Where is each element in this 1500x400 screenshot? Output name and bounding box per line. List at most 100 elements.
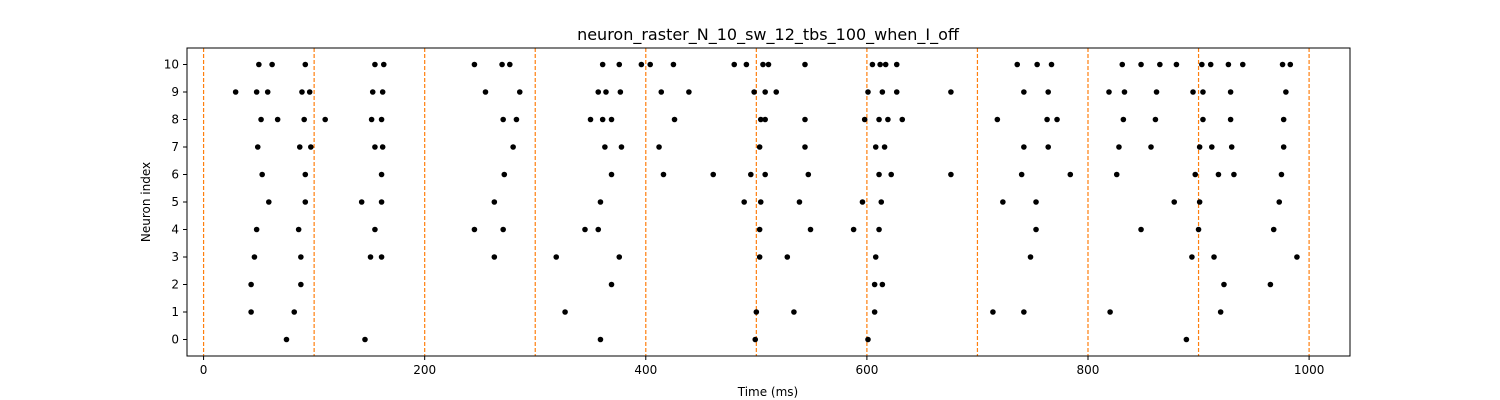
spike-point xyxy=(482,89,489,95)
spike-point xyxy=(773,89,780,95)
spike-point xyxy=(710,171,717,178)
x-tick-label: 200 xyxy=(413,363,436,377)
spike-point xyxy=(882,61,889,68)
spike-point xyxy=(1280,116,1287,123)
x-axis-label: Time (ms) xyxy=(737,385,799,399)
spike-point xyxy=(1270,226,1277,233)
spike-point xyxy=(1157,61,1163,68)
y-tick-label: 4 xyxy=(171,223,179,237)
spike-point xyxy=(893,89,900,95)
spike-point xyxy=(756,226,763,233)
spike-point xyxy=(1217,309,1224,315)
spike-point xyxy=(232,89,239,95)
spike-point xyxy=(471,61,478,68)
spike-point xyxy=(1190,89,1196,95)
spike-point xyxy=(1138,226,1144,233)
y-tick-label: 0 xyxy=(171,333,179,347)
spike-point xyxy=(1113,171,1120,178)
spike-point xyxy=(948,171,954,178)
spike-point xyxy=(500,116,506,123)
x-tick-label: 400 xyxy=(634,363,657,377)
spike-point xyxy=(850,226,857,233)
spike-point xyxy=(869,61,876,68)
y-tick-label: 10 xyxy=(164,58,179,72)
spike-point xyxy=(298,281,304,288)
spike-point xyxy=(491,254,498,260)
spike-point xyxy=(762,171,768,178)
spike-point xyxy=(1119,61,1126,68)
spike-point xyxy=(791,309,797,315)
spike-point xyxy=(372,226,378,233)
x-tick-label: 600 xyxy=(855,363,878,377)
spike-point xyxy=(507,61,513,68)
x-tick-label: 0 xyxy=(200,363,208,377)
spike-point xyxy=(1283,89,1289,95)
spike-point xyxy=(885,116,891,123)
spike-point xyxy=(743,61,750,68)
spike-point xyxy=(757,116,764,123)
spike-point xyxy=(1120,116,1127,123)
spike-point xyxy=(500,226,506,233)
y-axis-label: Neuron index xyxy=(139,162,153,242)
spike-point xyxy=(1045,89,1051,95)
spike-point xyxy=(618,144,625,150)
spike-point xyxy=(258,116,264,123)
spike-point xyxy=(731,61,738,68)
spike-point xyxy=(491,199,498,205)
spike-point xyxy=(597,199,604,205)
spike-point xyxy=(1215,171,1222,178)
spike-point xyxy=(264,89,271,95)
spike-point xyxy=(899,116,906,123)
spike-point xyxy=(1207,61,1214,68)
spike-point xyxy=(308,144,314,150)
spike-point xyxy=(760,61,766,68)
spike-point xyxy=(1199,61,1205,68)
spike-point xyxy=(876,226,882,233)
spike-point xyxy=(1021,144,1027,150)
x-tick-label: 1000 xyxy=(1294,363,1325,377)
spike-point xyxy=(1014,61,1021,68)
spike-point xyxy=(1152,116,1159,123)
spike-point xyxy=(647,61,654,68)
spike-point xyxy=(378,254,385,260)
spike-point xyxy=(670,61,677,68)
y-tick-label: 1 xyxy=(171,305,179,319)
spike-point xyxy=(861,116,868,123)
spike-point xyxy=(608,171,615,178)
spike-point xyxy=(1225,61,1232,68)
spike-point xyxy=(299,89,305,95)
spike-point xyxy=(616,254,623,260)
spike-point xyxy=(302,199,309,205)
spike-point xyxy=(516,89,523,95)
spike-point xyxy=(1018,171,1025,178)
spike-point xyxy=(1280,144,1287,150)
spike-point xyxy=(1044,116,1050,123)
spike-point xyxy=(253,226,260,233)
spike-point xyxy=(378,116,385,123)
spike-point xyxy=(876,116,882,123)
spike-point xyxy=(471,226,478,233)
spike-point xyxy=(1138,61,1144,68)
vertical-guide-lines xyxy=(202,48,1310,356)
spike-point xyxy=(1195,226,1202,233)
spike-point xyxy=(1276,199,1283,205)
spike-point xyxy=(251,254,258,260)
spike-point xyxy=(368,116,375,123)
spike-point xyxy=(660,171,667,178)
spike-point xyxy=(753,309,760,315)
spike-point xyxy=(1106,89,1112,95)
spike-point xyxy=(1033,199,1039,205)
spike-point xyxy=(756,254,763,260)
y-tick-label: 9 xyxy=(171,85,179,99)
spike-point xyxy=(295,226,302,233)
spike-point xyxy=(1183,336,1190,343)
spike-point xyxy=(1045,144,1051,150)
spike-point xyxy=(1211,254,1217,260)
spike-point xyxy=(372,144,378,150)
spike-points xyxy=(232,61,1300,343)
spike-point xyxy=(1209,144,1215,150)
spike-point xyxy=(1287,61,1294,68)
spike-point xyxy=(378,171,385,178)
spike-point xyxy=(248,281,254,288)
spike-point xyxy=(765,61,772,68)
